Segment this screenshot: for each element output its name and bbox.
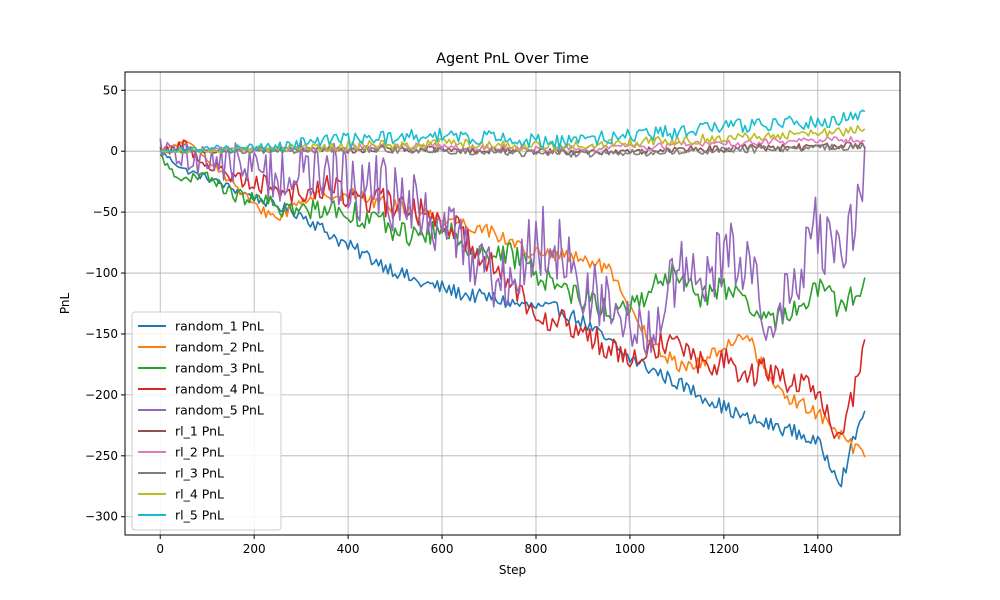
legend-entry: random_5 PnL <box>175 403 264 418</box>
legend-entry: rl_4 PnL <box>175 487 224 502</box>
x-tick-label: 400 <box>337 542 360 556</box>
legend-entry: rl_5 PnL <box>175 508 224 523</box>
legend-entry: rl_1 PnL <box>175 424 224 439</box>
x-tick-label: 1400 <box>803 542 834 556</box>
legend-entry: random_2 PnL <box>175 340 264 355</box>
x-tick-label: 800 <box>525 542 548 556</box>
series-line-rl_3-pnl <box>160 143 866 158</box>
legend-entry: rl_3 PnL <box>175 466 224 481</box>
x-axis-label: Step <box>499 563 526 577</box>
legend-entry: random_3 PnL <box>175 361 264 376</box>
x-tick-label: 1200 <box>709 542 740 556</box>
plot-frame <box>124 71 901 536</box>
legend-entry: rl_2 PnL <box>175 445 224 460</box>
x-tick-label: 1000 <box>615 542 646 556</box>
grid <box>125 72 900 535</box>
legend-entry: random_1 PnL <box>175 319 264 334</box>
x-tick-label: 0 <box>156 542 164 556</box>
y-tick-label: 0 <box>110 144 118 158</box>
y-tick-label: −50 <box>93 205 118 219</box>
y-tick-label: −200 <box>85 388 118 402</box>
y-axis-label: PnL <box>58 293 72 315</box>
y-axis-ticks: 50 0 −50 −100 −150 −200 −250 −300 <box>85 83 125 524</box>
y-tick-label: −300 <box>85 510 118 524</box>
x-axis-ticks: 0 200 400 600 800 1000 1200 1400 <box>156 535 833 556</box>
y-tick-label: 50 <box>103 83 118 97</box>
x-tick-label: 600 <box>431 542 454 556</box>
y-tick-label: −250 <box>85 449 118 463</box>
series-line-random_3-pnl <box>159 153 866 331</box>
chart-title: Agent PnL Over Time <box>436 51 589 67</box>
series-line-rl_4-pnl <box>159 124 866 154</box>
legend: random_1 PnL random_2 PnL random_3 PnL rand… <box>131 311 282 531</box>
series-line-random_2-pnl <box>160 139 866 458</box>
x-tick-label: 200 <box>243 542 266 556</box>
legend-entry: random_4 PnL <box>175 382 264 397</box>
series-lines <box>159 109 866 488</box>
series-line-random_5-pnl <box>159 138 866 357</box>
series-line-rl_5-pnl <box>159 109 866 154</box>
y-tick-label: −100 <box>85 266 118 280</box>
legend-box <box>131 311 282 531</box>
y-tick-label: −150 <box>85 327 118 341</box>
